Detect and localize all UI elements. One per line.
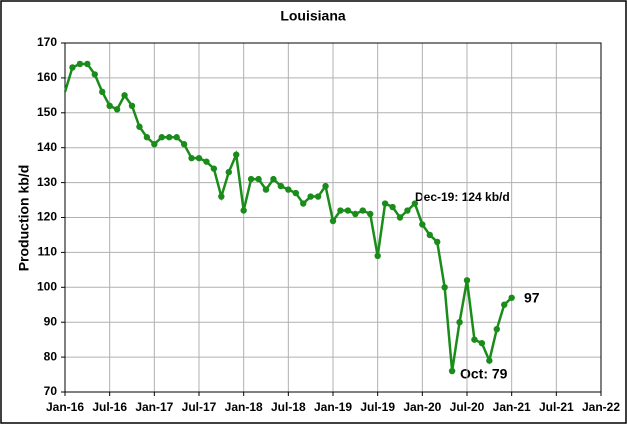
point xyxy=(262,186,270,193)
point xyxy=(180,141,188,148)
point xyxy=(113,106,121,113)
point xyxy=(359,207,366,214)
y-tick-label: 150 xyxy=(37,105,57,119)
point xyxy=(233,151,240,158)
y-tick-label: 70 xyxy=(44,384,58,398)
y-tick-label: 90 xyxy=(44,314,58,328)
y-tick-label: 100 xyxy=(37,279,57,293)
point xyxy=(225,168,232,176)
point xyxy=(240,207,247,214)
y-tick-label: 80 xyxy=(44,349,58,363)
y-tick-label: 160 xyxy=(37,70,57,84)
point xyxy=(389,203,396,211)
point xyxy=(441,284,448,291)
point xyxy=(501,301,508,308)
point xyxy=(69,64,76,71)
point xyxy=(128,102,136,110)
x-tick-label: Jul-16 xyxy=(92,400,127,414)
point xyxy=(247,175,255,183)
point xyxy=(344,207,352,214)
point xyxy=(76,60,84,68)
x-tick-label: Jan-19 xyxy=(314,400,352,414)
annotation: Dec-19: 124 kb/d xyxy=(415,190,510,204)
point xyxy=(419,221,426,228)
point xyxy=(270,175,277,183)
plot-border xyxy=(64,42,602,393)
point xyxy=(426,231,433,239)
point xyxy=(448,367,456,375)
chart-title: Louisiana xyxy=(280,8,346,24)
point xyxy=(166,134,173,141)
x-tick-label: Jul-19 xyxy=(360,400,395,414)
point xyxy=(478,339,486,347)
point xyxy=(486,357,493,364)
y-axis-label: Production kb/d xyxy=(16,165,32,272)
point xyxy=(91,71,98,78)
y-tick-label: 120 xyxy=(37,210,57,224)
point xyxy=(374,252,381,260)
point xyxy=(493,325,500,333)
point xyxy=(404,207,411,214)
x-tick-label: Jan-18 xyxy=(225,400,263,414)
point xyxy=(463,277,471,284)
point xyxy=(84,60,91,68)
y-tick-label: 140 xyxy=(37,140,57,154)
point xyxy=(456,319,463,326)
x-tick-label: Jul-21 xyxy=(539,400,574,414)
point xyxy=(337,207,344,214)
x-tick-label: Jul-17 xyxy=(182,400,217,414)
point xyxy=(508,294,515,301)
annotation: Oct: 79 xyxy=(460,366,508,382)
point xyxy=(210,165,218,172)
point xyxy=(195,154,203,162)
point xyxy=(143,134,151,141)
x-tick-label: Jul-20 xyxy=(450,400,485,414)
x-tick-label: Jan-16 xyxy=(46,400,84,414)
point xyxy=(99,88,106,96)
point xyxy=(352,210,359,218)
point xyxy=(158,134,165,141)
x-tick-label: Jan-20 xyxy=(403,400,441,414)
point xyxy=(300,200,307,207)
point xyxy=(218,193,225,200)
x-tick-label: Jul-18 xyxy=(271,400,306,414)
point xyxy=(381,200,389,207)
x-tick-label: Jan-17 xyxy=(135,400,173,414)
point xyxy=(188,154,195,162)
point xyxy=(285,186,292,193)
point xyxy=(411,200,419,207)
point xyxy=(307,193,314,200)
point xyxy=(367,210,374,218)
point xyxy=(151,141,158,148)
point xyxy=(292,189,299,197)
x-tick-label: Jan-22 xyxy=(582,400,620,414)
point xyxy=(471,336,478,343)
point xyxy=(314,193,322,200)
y-tick-label: 170 xyxy=(37,35,57,49)
annotation: 97 xyxy=(524,290,540,306)
point xyxy=(396,214,404,221)
y-tick-label: 130 xyxy=(37,175,57,189)
y-tick-label: 110 xyxy=(38,245,58,259)
point xyxy=(173,134,180,141)
point xyxy=(322,182,329,190)
point xyxy=(121,92,128,99)
point xyxy=(203,158,210,165)
point xyxy=(106,102,113,110)
point xyxy=(329,217,337,225)
point xyxy=(255,175,262,183)
point xyxy=(136,123,143,130)
point xyxy=(277,182,285,190)
x-tick-label: Jan-21 xyxy=(493,400,531,414)
point xyxy=(434,238,441,246)
